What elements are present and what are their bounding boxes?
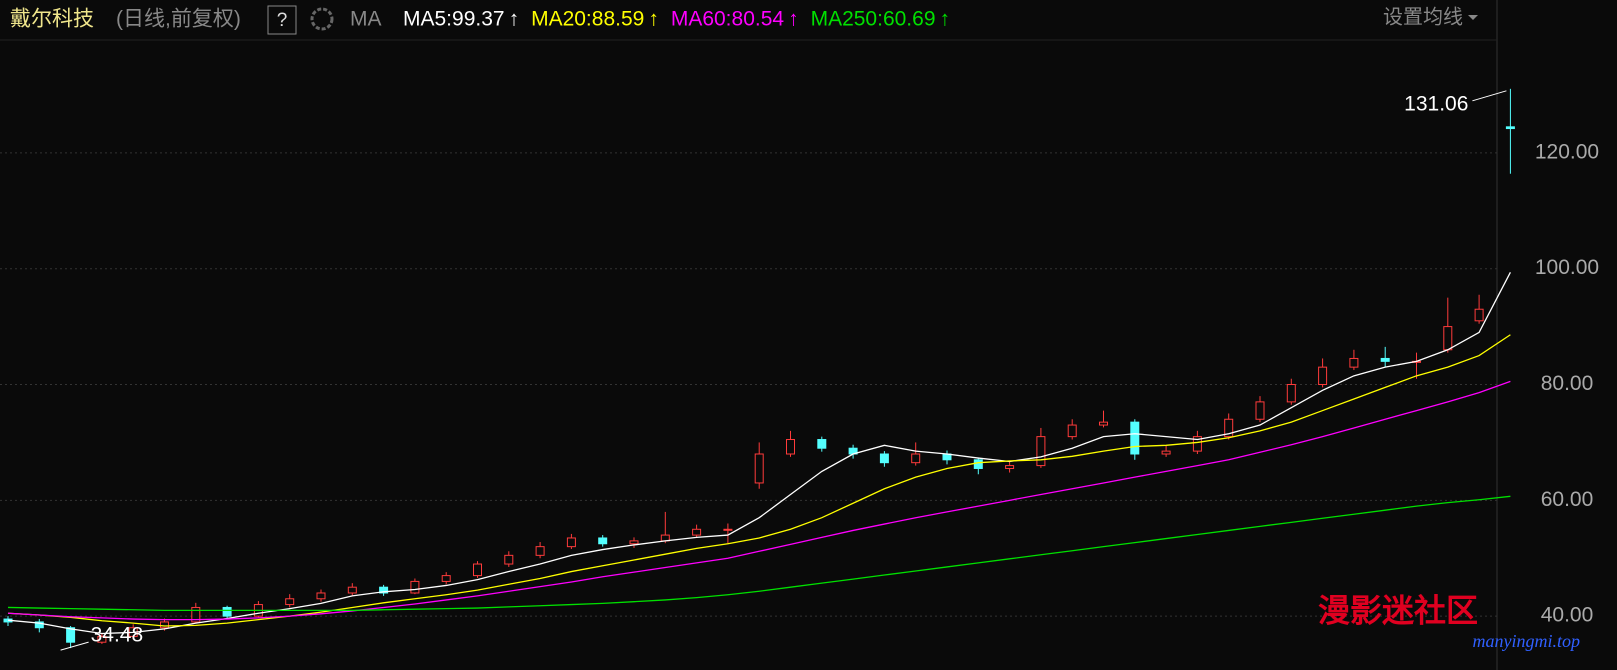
legend-trend: ↑ bbox=[509, 8, 520, 31]
candle-body bbox=[191, 606, 201, 623]
candle-body bbox=[879, 453, 889, 464]
candle-body bbox=[34, 621, 44, 629]
candle-body bbox=[504, 554, 514, 565]
ma-line bbox=[7, 380, 1511, 621]
candle-body bbox=[566, 537, 576, 548]
legend-entry: MA60:80.54 bbox=[671, 8, 785, 31]
candle-body bbox=[1380, 357, 1390, 362]
candle-body bbox=[473, 563, 482, 577]
candle-body bbox=[692, 528, 702, 536]
candle-body bbox=[160, 621, 169, 629]
candle-body bbox=[379, 586, 389, 594]
candle-body bbox=[1067, 424, 1077, 438]
legend-entry: MA250:60.69 bbox=[811, 8, 936, 31]
candle-body bbox=[1099, 421, 1108, 426]
candle-body bbox=[410, 580, 420, 594]
candle-body bbox=[1130, 421, 1140, 455]
candle-body bbox=[911, 453, 921, 464]
legend-trend: ↑ bbox=[788, 8, 799, 31]
legend-entry: MA20:88.59 bbox=[531, 8, 644, 31]
candle-body bbox=[629, 540, 639, 545]
candle-body bbox=[1474, 308, 1484, 322]
candle-body bbox=[1286, 384, 1296, 403]
candle-body bbox=[1255, 401, 1265, 420]
chart-title: 戴尔科技 bbox=[10, 8, 94, 31]
legend-trend: ↑ bbox=[940, 8, 951, 31]
candle-body bbox=[535, 546, 545, 556]
candle-body bbox=[1192, 436, 1202, 452]
candle-body bbox=[1443, 326, 1453, 351]
legend-entry: MA5:99.37 bbox=[403, 8, 505, 31]
candle-body bbox=[1318, 366, 1328, 386]
candle-body bbox=[66, 627, 76, 643]
legend-trend: ↑ bbox=[648, 8, 659, 31]
candle-body bbox=[347, 586, 357, 594]
candle-body bbox=[786, 439, 795, 455]
settings-link[interactable]: 设置均线 bbox=[1383, 5, 1463, 28]
candle-body bbox=[97, 635, 107, 643]
min-pointer bbox=[60, 641, 89, 651]
chart-subtitle: (日线,前复权) bbox=[116, 8, 241, 31]
candle-body bbox=[817, 439, 827, 449]
candle-body bbox=[723, 528, 733, 531]
ma-line bbox=[7, 272, 1511, 635]
settings-gear[interactable] bbox=[310, 7, 334, 31]
ma-label: MA bbox=[350, 8, 382, 31]
max-pointer bbox=[1472, 90, 1507, 102]
help-button[interactable] bbox=[267, 5, 297, 35]
max-label: 131.06 bbox=[1404, 92, 1468, 115]
candle-body bbox=[754, 453, 764, 484]
candle-body bbox=[1349, 357, 1359, 368]
dropdown-arrow bbox=[1468, 15, 1478, 20]
candle-body bbox=[285, 598, 295, 606]
candle-body bbox=[316, 592, 326, 600]
ma-line bbox=[7, 334, 1511, 627]
candle-body bbox=[1005, 465, 1015, 469]
y-tick-label: 120.00 bbox=[1535, 140, 1599, 163]
watermark-url: manyingmi.top bbox=[1473, 631, 1581, 651]
min-label: 34.48 bbox=[91, 624, 144, 647]
candle-body bbox=[1036, 436, 1046, 467]
candle-body bbox=[222, 606, 232, 617]
watermark-title: 漫影迷社区 bbox=[1318, 592, 1478, 628]
y-tick-label: 100.00 bbox=[1535, 256, 1599, 279]
candle-body bbox=[1505, 126, 1515, 130]
y-tick-label: 80.00 bbox=[1541, 372, 1594, 395]
candle-body bbox=[441, 575, 451, 582]
candle-body bbox=[598, 537, 608, 545]
y-tick-label: 60.00 bbox=[1541, 488, 1594, 511]
ma-line bbox=[7, 495, 1511, 612]
help-label: ? bbox=[277, 10, 288, 31]
candle-body bbox=[1161, 450, 1171, 455]
candle-body bbox=[1224, 418, 1234, 438]
y-tick-label: 40.00 bbox=[1541, 604, 1594, 627]
candle-body bbox=[973, 459, 983, 469]
